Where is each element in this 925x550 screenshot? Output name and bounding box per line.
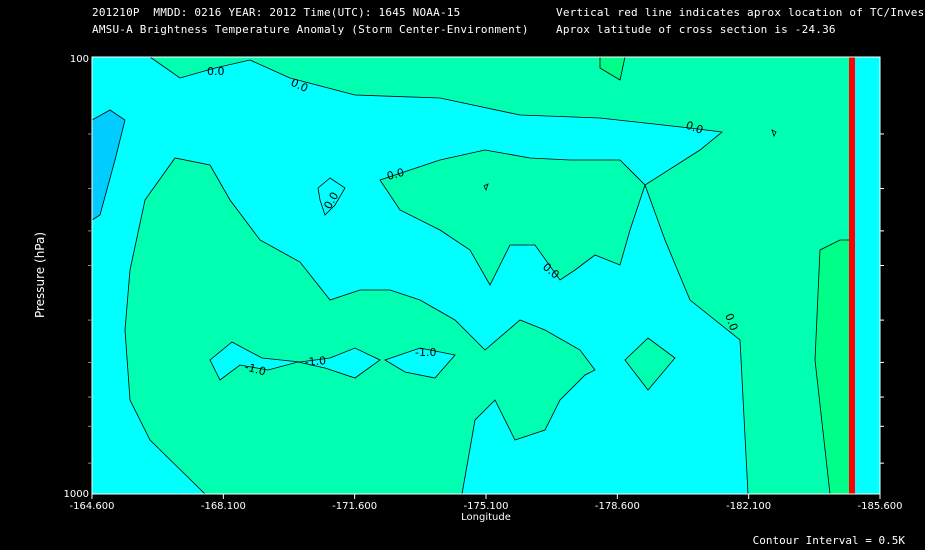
y-tick-label: 1000: [64, 489, 89, 500]
tiny-contour-2: [483, 183, 489, 192]
top-positive-region: [148, 56, 851, 495]
header-line1-right: Vertical red line indicates aprox locati…: [556, 6, 925, 19]
contour-label: 0.0: [722, 312, 740, 333]
positive-anomaly-regions: [92, 56, 851, 495]
small-positive-diamond: [624, 337, 676, 391]
contour-interval: Contour Interval = 0.5K: [753, 534, 906, 547]
contour-label: -1.0: [415, 346, 436, 359]
x-tick-label: -164.600: [70, 501, 115, 512]
x-tick-label: -185.600: [858, 501, 903, 512]
negative-islands: [209, 177, 456, 381]
x-tick-label: -182.100: [726, 501, 771, 512]
x-tick-label: -171.600: [332, 501, 377, 512]
y-axis: 100 1000: [64, 54, 884, 500]
header-line1-left: 201210P MMDD: 0216 YEAR: 2012 Time(UTC):…: [92, 6, 461, 19]
header-line2-left: AMSU-A Brightness Temperature Anomaly (S…: [92, 23, 529, 36]
x-tick-label: -168.100: [201, 501, 246, 512]
x-axis: -164.600 -168.100 -171.600 -175.100 -178.600…: [70, 494, 903, 512]
negative-island-left: [209, 341, 381, 381]
y-tick-label: 100: [70, 54, 89, 65]
y-axis-title: Pressure (hPa): [33, 232, 47, 318]
contour-label: 0.0: [385, 166, 405, 183]
negative-island-small: [317, 177, 346, 216]
x-axis-title: Longitude: [461, 512, 511, 523]
contour-label: -1.0: [304, 354, 327, 369]
tc-location-line: [849, 57, 855, 494]
negative-island-mid: [384, 347, 456, 379]
x-tick-label: -178.600: [595, 501, 640, 512]
tiny-contour-1: [771, 129, 777, 138]
middle-positive-region: [379, 149, 646, 286]
x-tick-label: -175.100: [464, 501, 509, 512]
header-line2-right: Aprox latitude of cross section is -24.3…: [556, 23, 836, 36]
contour-label: 0.0: [684, 119, 705, 137]
contour-label: 0.0: [207, 65, 225, 78]
left-positive-region: [92, 157, 596, 495]
contour-label: -1.0: [243, 360, 267, 378]
